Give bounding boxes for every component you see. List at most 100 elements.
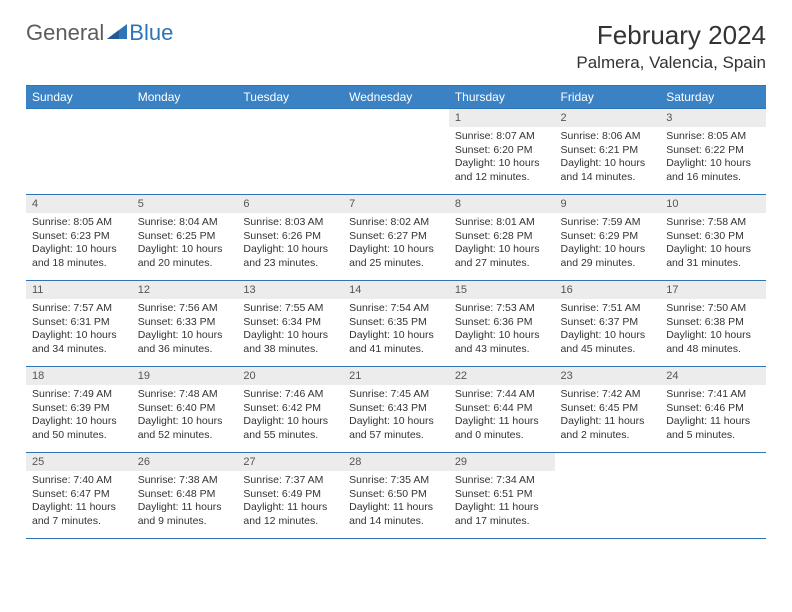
calendar-cell: 18Sunrise: 7:49 AMSunset: 6:39 PMDayligh… bbox=[26, 367, 132, 453]
day-body: Sunrise: 7:55 AMSunset: 6:34 PMDaylight:… bbox=[237, 299, 343, 363]
sunset-text: Sunset: 6:49 PM bbox=[243, 488, 337, 502]
daylight-text: Daylight: 10 hours and 29 minutes. bbox=[561, 243, 655, 270]
sunset-text: Sunset: 6:27 PM bbox=[349, 230, 443, 244]
day-number: 21 bbox=[343, 367, 449, 385]
daylight-text: Daylight: 10 hours and 12 minutes. bbox=[455, 157, 549, 184]
sunrise-text: Sunrise: 7:49 AM bbox=[32, 388, 126, 402]
day-body: Sunrise: 7:41 AMSunset: 6:46 PMDaylight:… bbox=[660, 385, 766, 449]
sunset-text: Sunset: 6:46 PM bbox=[666, 402, 760, 416]
sunrise-text: Sunrise: 8:03 AM bbox=[243, 216, 337, 230]
dayheader-fri: Friday bbox=[555, 86, 661, 109]
dayheader-mon: Monday bbox=[132, 86, 238, 109]
calendar-cell bbox=[237, 109, 343, 195]
sunset-text: Sunset: 6:35 PM bbox=[349, 316, 443, 330]
sunrise-text: Sunrise: 7:54 AM bbox=[349, 302, 443, 316]
sunset-text: Sunset: 6:29 PM bbox=[561, 230, 655, 244]
calendar-cell: 24Sunrise: 7:41 AMSunset: 6:46 PMDayligh… bbox=[660, 367, 766, 453]
calendar-cell: 27Sunrise: 7:37 AMSunset: 6:49 PMDayligh… bbox=[237, 453, 343, 539]
sunrise-text: Sunrise: 7:51 AM bbox=[561, 302, 655, 316]
calendar-cell: 10Sunrise: 7:58 AMSunset: 6:30 PMDayligh… bbox=[660, 195, 766, 281]
sunrise-text: Sunrise: 7:35 AM bbox=[349, 474, 443, 488]
sunrise-text: Sunrise: 8:02 AM bbox=[349, 216, 443, 230]
calendar-cell: 16Sunrise: 7:51 AMSunset: 6:37 PMDayligh… bbox=[555, 281, 661, 367]
day-number: 2 bbox=[555, 109, 661, 127]
sunset-text: Sunset: 6:23 PM bbox=[32, 230, 126, 244]
day-body: Sunrise: 7:53 AMSunset: 6:36 PMDaylight:… bbox=[449, 299, 555, 363]
day-body: Sunrise: 8:03 AMSunset: 6:26 PMDaylight:… bbox=[237, 213, 343, 277]
calendar-cell: 21Sunrise: 7:45 AMSunset: 6:43 PMDayligh… bbox=[343, 367, 449, 453]
daylight-text: Daylight: 10 hours and 43 minutes. bbox=[455, 329, 549, 356]
calendar-cell: 7Sunrise: 8:02 AMSunset: 6:27 PMDaylight… bbox=[343, 195, 449, 281]
calendar-cell bbox=[132, 109, 238, 195]
sunset-text: Sunset: 6:48 PM bbox=[138, 488, 232, 502]
sunrise-text: Sunrise: 7:34 AM bbox=[455, 474, 549, 488]
day-body: Sunrise: 7:59 AMSunset: 6:29 PMDaylight:… bbox=[555, 213, 661, 277]
daylight-text: Daylight: 10 hours and 16 minutes. bbox=[666, 157, 760, 184]
sunset-text: Sunset: 6:20 PM bbox=[455, 144, 549, 158]
day-number: 11 bbox=[26, 281, 132, 299]
sunset-text: Sunset: 6:50 PM bbox=[349, 488, 443, 502]
brand-word-2: Blue bbox=[129, 20, 173, 46]
sunset-text: Sunset: 6:39 PM bbox=[32, 402, 126, 416]
day-body: Sunrise: 7:45 AMSunset: 6:43 PMDaylight:… bbox=[343, 385, 449, 449]
sunset-text: Sunset: 6:26 PM bbox=[243, 230, 337, 244]
daylight-text: Daylight: 10 hours and 55 minutes. bbox=[243, 415, 337, 442]
day-body: Sunrise: 7:51 AMSunset: 6:37 PMDaylight:… bbox=[555, 299, 661, 363]
sunset-text: Sunset: 6:34 PM bbox=[243, 316, 337, 330]
day-number bbox=[132, 109, 238, 115]
daylight-text: Daylight: 10 hours and 45 minutes. bbox=[561, 329, 655, 356]
day-body: Sunrise: 8:02 AMSunset: 6:27 PMDaylight:… bbox=[343, 213, 449, 277]
header: General Blue February 2024 Palmera, Vale… bbox=[26, 20, 766, 73]
sunset-text: Sunset: 6:43 PM bbox=[349, 402, 443, 416]
day-number: 3 bbox=[660, 109, 766, 127]
day-number bbox=[343, 109, 449, 115]
triangle-icon bbox=[107, 20, 127, 46]
sunset-text: Sunset: 6:31 PM bbox=[32, 316, 126, 330]
sunset-text: Sunset: 6:40 PM bbox=[138, 402, 232, 416]
sunset-text: Sunset: 6:38 PM bbox=[666, 316, 760, 330]
day-body: Sunrise: 7:38 AMSunset: 6:48 PMDaylight:… bbox=[132, 471, 238, 535]
calendar-row: 4Sunrise: 8:05 AMSunset: 6:23 PMDaylight… bbox=[26, 195, 766, 281]
sunset-text: Sunset: 6:47 PM bbox=[32, 488, 126, 502]
calendar-cell: 3 Sunrise: 8:05 AMSunset: 6:22 PMDaylight… bbox=[660, 109, 766, 195]
day-body: Sunrise: 8:05 AMSunset: 6:23 PMDaylight:… bbox=[26, 213, 132, 277]
calendar-cell: 2Sunrise: 8:06 AMSunset: 6:21 PMDaylight… bbox=[555, 109, 661, 195]
day-body: Sunrise: 7:35 AMSunset: 6:50 PMDaylight:… bbox=[343, 471, 449, 535]
day-body: Sunrise: 8:06 AMSunset: 6:21 PMDaylight:… bbox=[555, 127, 661, 191]
sunrise-text: Sunrise: 7:53 AM bbox=[455, 302, 549, 316]
calendar-cell bbox=[26, 109, 132, 195]
page: General Blue February 2024 Palmera, Vale… bbox=[0, 0, 792, 559]
calendar-cell: 5Sunrise: 8:04 AMSunset: 6:25 PMDaylight… bbox=[132, 195, 238, 281]
day-number: 19 bbox=[132, 367, 238, 385]
title-block: February 2024 Palmera, Valencia, Spain bbox=[576, 20, 766, 73]
daylight-text: Daylight: 10 hours and 36 minutes. bbox=[138, 329, 232, 356]
sunrise-text: Sunrise: 7:42 AM bbox=[561, 388, 655, 402]
day-number: 29 bbox=[449, 453, 555, 471]
calendar-cell bbox=[343, 109, 449, 195]
daylight-text: Daylight: 10 hours and 38 minutes. bbox=[243, 329, 337, 356]
dayheader-sat: Saturday bbox=[660, 86, 766, 109]
sunset-text: Sunset: 6:22 PM bbox=[666, 144, 760, 158]
day-number: 8 bbox=[449, 195, 555, 213]
day-body: Sunrise: 7:54 AMSunset: 6:35 PMDaylight:… bbox=[343, 299, 449, 363]
day-number: 20 bbox=[237, 367, 343, 385]
daylight-text: Daylight: 11 hours and 17 minutes. bbox=[455, 501, 549, 528]
sunset-text: Sunset: 6:25 PM bbox=[138, 230, 232, 244]
sunset-text: Sunset: 6:42 PM bbox=[243, 402, 337, 416]
day-body: Sunrise: 8:04 AMSunset: 6:25 PMDaylight:… bbox=[132, 213, 238, 277]
sunrise-text: Sunrise: 7:59 AM bbox=[561, 216, 655, 230]
day-number: 10 bbox=[660, 195, 766, 213]
calendar-cell bbox=[660, 453, 766, 539]
sunrise-text: Sunrise: 7:38 AM bbox=[138, 474, 232, 488]
day-number: 28 bbox=[343, 453, 449, 471]
calendar-cell: 15Sunrise: 7:53 AMSunset: 6:36 PMDayligh… bbox=[449, 281, 555, 367]
daylight-text: Daylight: 10 hours and 18 minutes. bbox=[32, 243, 126, 270]
sunrise-text: Sunrise: 8:05 AM bbox=[666, 130, 760, 144]
day-body: Sunrise: 7:37 AMSunset: 6:49 PMDaylight:… bbox=[237, 471, 343, 535]
calendar-row: 11Sunrise: 7:57 AMSunset: 6:31 PMDayligh… bbox=[26, 281, 766, 367]
calendar-cell: 11Sunrise: 7:57 AMSunset: 6:31 PMDayligh… bbox=[26, 281, 132, 367]
sunrise-text: Sunrise: 7:58 AM bbox=[666, 216, 760, 230]
daylight-text: Daylight: 10 hours and 57 minutes. bbox=[349, 415, 443, 442]
daylight-text: Daylight: 11 hours and 5 minutes. bbox=[666, 415, 760, 442]
day-number: 25 bbox=[26, 453, 132, 471]
